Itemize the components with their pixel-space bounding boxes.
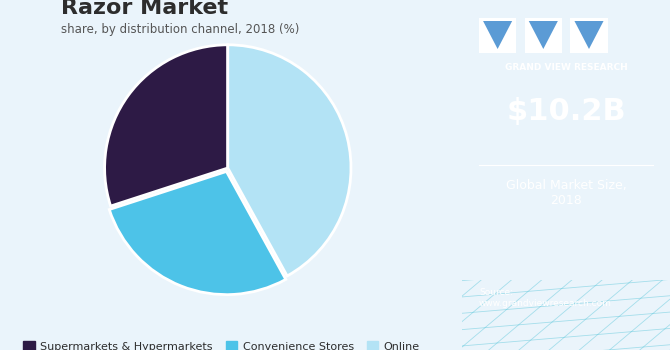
Wedge shape	[105, 45, 228, 206]
Wedge shape	[109, 172, 286, 295]
Legend: Supermarkets & Hypermarkets, Convenience Stores, Online: Supermarkets & Hypermarkets, Convenience…	[19, 337, 424, 350]
Text: Source:
www.grandviewresearch.com: Source: www.grandviewresearch.com	[479, 288, 612, 308]
Text: share, by distribution channel, 2018 (%): share, by distribution channel, 2018 (%)	[62, 23, 300, 36]
Polygon shape	[483, 21, 512, 49]
FancyBboxPatch shape	[525, 18, 562, 52]
Text: Global Market Size,
2018: Global Market Size, 2018	[506, 178, 626, 206]
Polygon shape	[529, 21, 558, 49]
FancyBboxPatch shape	[570, 18, 608, 52]
Wedge shape	[228, 45, 351, 276]
FancyBboxPatch shape	[479, 18, 517, 52]
Text: $10.2B: $10.2B	[507, 98, 626, 126]
Text: GRAND VIEW RESEARCH: GRAND VIEW RESEARCH	[505, 63, 628, 72]
Text: Razor Market: Razor Market	[62, 0, 228, 18]
Polygon shape	[574, 21, 604, 49]
